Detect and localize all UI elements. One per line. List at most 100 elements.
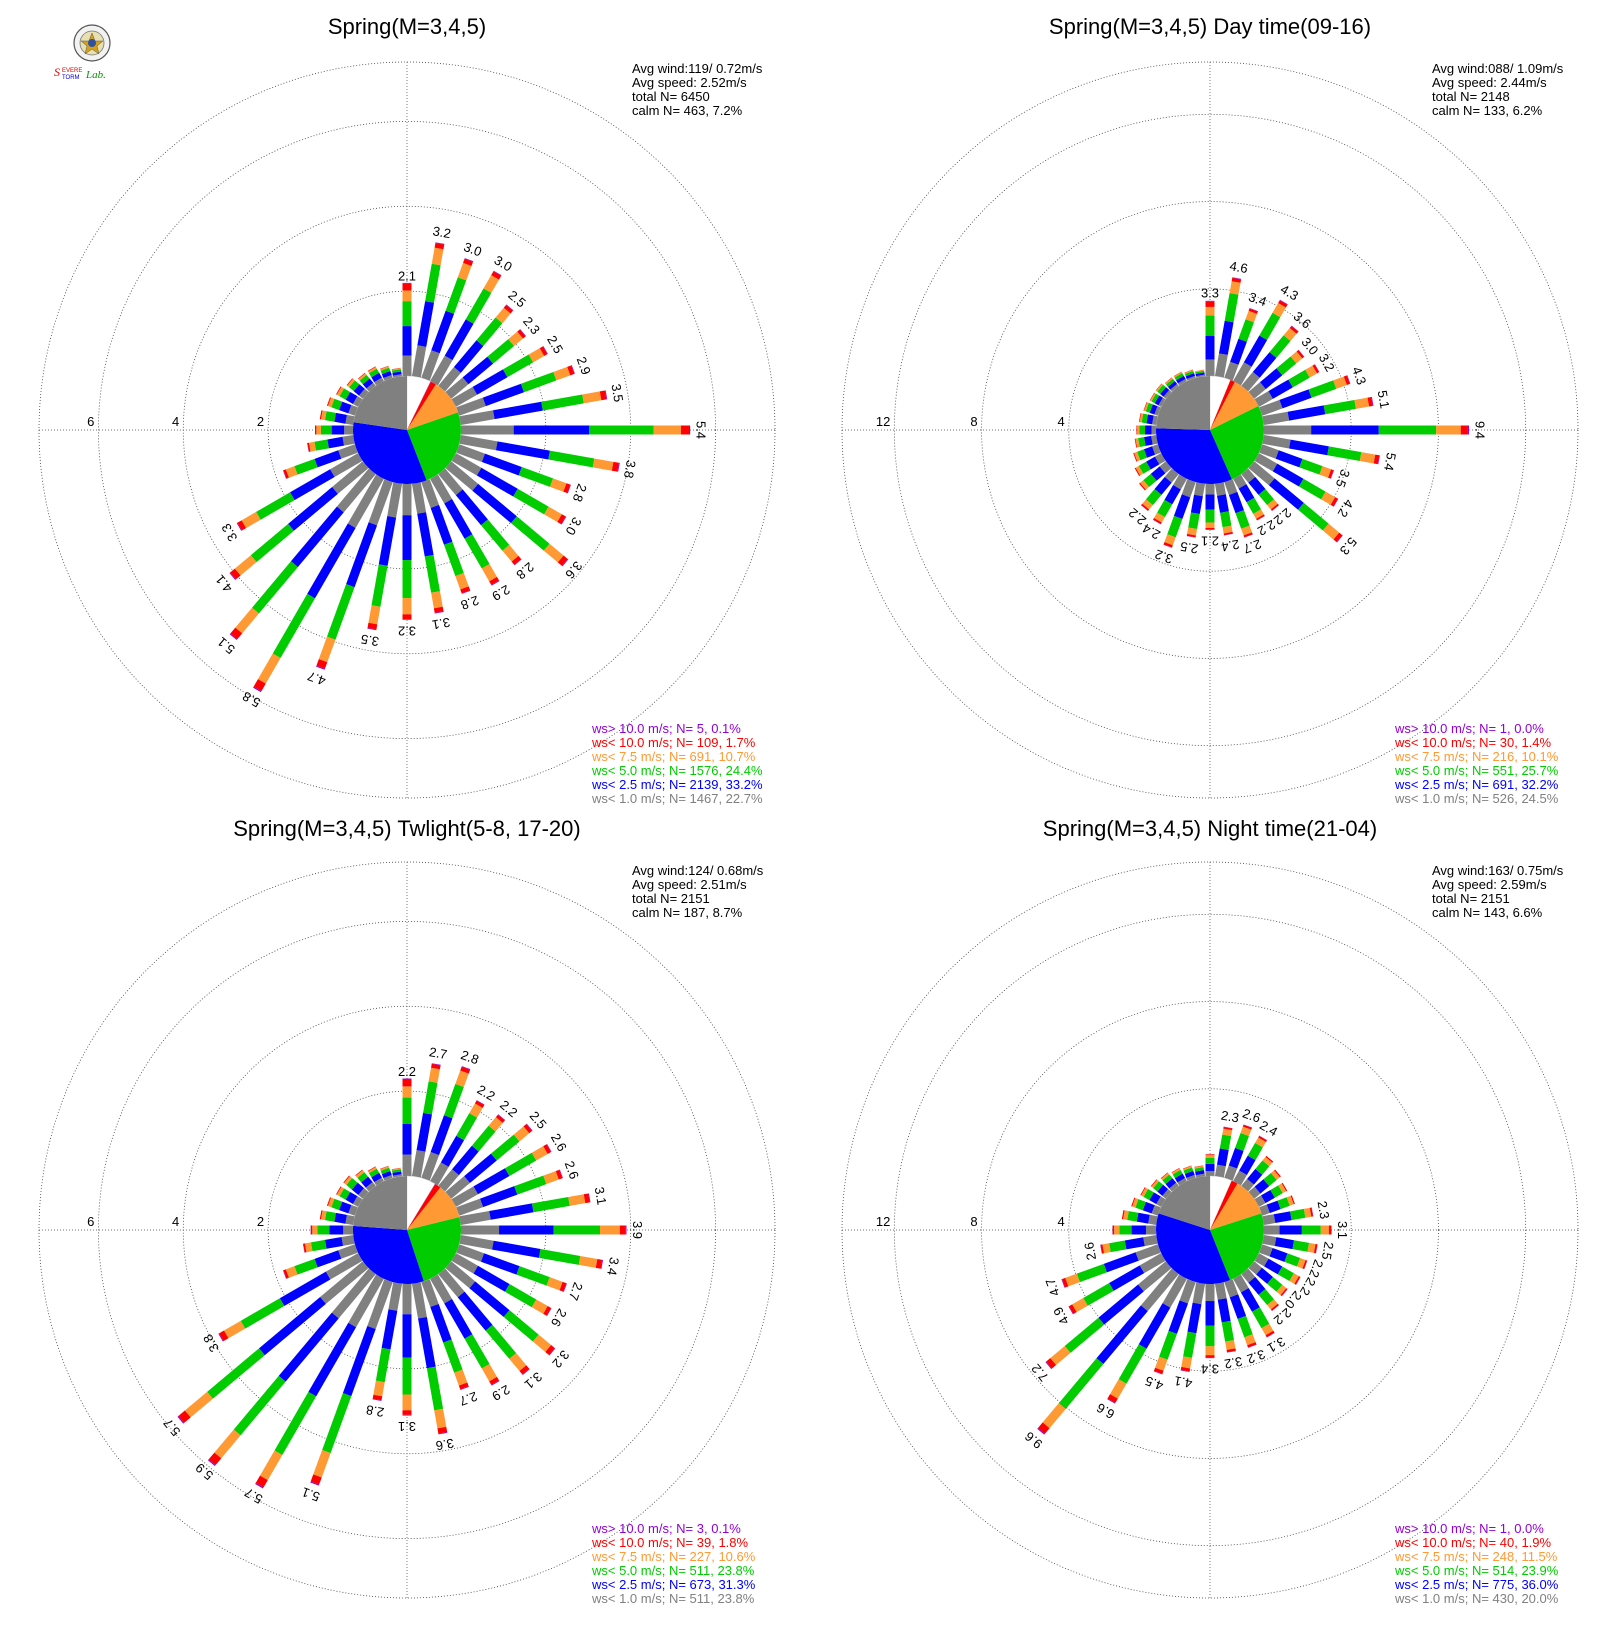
bar-label: 3.3 (218, 521, 240, 544)
bar-segment-ws_lt5 (1183, 1331, 1197, 1358)
stats-line: Avg speed: 2.44m/s (1432, 75, 1547, 90)
bar-segment-ws_lt7_5 (1261, 1323, 1274, 1336)
bar-segment-ws_lt5 (1220, 511, 1232, 528)
bar-segment-ws_lt1 (1181, 479, 1196, 498)
bar-label: 2.3 (1220, 1108, 1240, 1126)
bar-segment-ws_lt5 (1255, 1160, 1270, 1175)
bar-segment-ws_lt2_5 (1264, 1258, 1283, 1275)
bar-label: 2.9 (489, 1382, 512, 1404)
bar-segment-ws_gt10 (1315, 1244, 1318, 1254)
direction-bar (1037, 1268, 1179, 1435)
pie-slice (352, 1225, 424, 1284)
bar-segment-ws_lt1 (1248, 1261, 1262, 1275)
bar-label: 3.5 (360, 631, 380, 649)
bar-segment-ws_lt2_5 (462, 356, 494, 385)
direction-bar (1155, 383, 1172, 399)
direction-bar (1138, 413, 1158, 426)
bar-segment-ws_lt7_5 (1141, 1187, 1149, 1197)
bar-segment-ws_lt1 (1177, 378, 1187, 386)
direction-bar (1134, 434, 1158, 448)
direction-bar (316, 479, 393, 670)
bar-segment-ws_lt10 (458, 1382, 469, 1390)
bar-segment-ws_lt1 (1248, 382, 1266, 399)
bar-segment-ws_lt1 (1224, 479, 1238, 496)
bar-segment-ws_lt10 (310, 1474, 322, 1485)
direction-bar (438, 1114, 506, 1192)
direction-bar (319, 1210, 355, 1226)
bar-segment-ws_lt10 (315, 425, 317, 435)
bar-segment-ws_lt7_5 (1187, 527, 1198, 536)
ring-label: 6 (87, 1214, 94, 1229)
bar-segment-ws_lt10 (1313, 1244, 1318, 1254)
legend-item: ws> 10.0 m/s; N= 3, 0.1% (591, 1521, 741, 1536)
bar-segment-ws_lt2_5 (1228, 1147, 1244, 1169)
pie-slice (1209, 1175, 1233, 1231)
direction-bar (218, 1253, 363, 1342)
bar-segment-ws_lt7_5 (532, 1334, 552, 1352)
bar-segment-ws_lt7_5 (469, 1103, 483, 1118)
bar-segment-ws_lt7_5 (578, 1255, 598, 1268)
direction-bar (310, 1225, 353, 1235)
bar-segment-ws_lt1 (1205, 484, 1215, 495)
bar-label: 2.6 (562, 1159, 582, 1181)
bar-segment-ws_gt10 (1243, 1124, 1253, 1128)
bar-segment-ws_lt2_5 (1187, 1302, 1202, 1334)
bar-segment-ws_lt7_5 (488, 1117, 503, 1132)
direction-bar (430, 1274, 500, 1386)
bar-segment-ws_lt1 (1159, 461, 1172, 474)
direction-bar (1224, 479, 1253, 538)
bar-segment-ws_lt7_5 (1286, 1195, 1294, 1206)
bar-segment-ws_lt5 (327, 584, 355, 640)
bar-segment-ws_lt7_5 (380, 1166, 390, 1171)
legend-item: ws< 10.0 m/s; N= 40, 1.9% (1394, 1535, 1552, 1550)
bar-segment-ws_gt10 (546, 1307, 552, 1317)
direction-bar (1254, 364, 1320, 407)
direction-bar (1233, 1135, 1268, 1186)
direction-bar (1248, 461, 1343, 543)
bar-segment-ws_lt5 (1263, 1173, 1277, 1187)
bar-segment-ws_lt2_5 (345, 1191, 358, 1204)
bar-segment-ws_lt1 (359, 388, 369, 399)
bar-segment-ws_gt10 (688, 425, 691, 435)
direction-bar (438, 468, 522, 566)
bar-segment-ws_lt7_5 (1134, 451, 1141, 462)
bar-segment-ws_lt10 (1195, 369, 1204, 372)
bar-label: 2.1 (1201, 533, 1219, 548)
bar-segment-ws_lt10 (434, 242, 445, 250)
bar-segment-ws_lt1 (1139, 1253, 1166, 1274)
bar-segment-ws_lt1 (460, 1225, 500, 1235)
bar-segment-ws_lt2_5 (1268, 379, 1293, 399)
bar-segment-ws_lt1 (1254, 391, 1273, 407)
bar-segment-ws_lt2_5 (418, 1316, 436, 1369)
legend-item: ws< 1.0 m/s; N= 526, 24.5% (1394, 791, 1559, 806)
bar-segment-ws_gt10 (493, 270, 502, 276)
bar-segment-ws_lt1 (1162, 1274, 1187, 1308)
bar-segment-ws_gt10 (1266, 1332, 1275, 1338)
bar-segment-ws_lt10 (1302, 1259, 1308, 1270)
bar-segment-ws_lt7_5 (1164, 534, 1176, 546)
bar-segment-ws_lt1 (445, 461, 479, 491)
bar-segment-ws_lt2_5 (1164, 484, 1181, 505)
bar-segment-ws_lt1 (1186, 1174, 1196, 1181)
bar-segment-ws_lt7_5 (431, 591, 443, 609)
direction-bar (1136, 425, 1157, 435)
bar-segment-ws_lt5 (1277, 1266, 1294, 1282)
bar-segment-ws_lt2_5 (1195, 372, 1205, 377)
bar-segment-ws_lt7_5 (1270, 1170, 1280, 1180)
bar-segment-ws_lt1 (1254, 1195, 1266, 1207)
bar-segment-ws_lt1 (456, 444, 485, 463)
bar-label: 2.7 (428, 1044, 448, 1062)
bar-segment-ws_gt10 (604, 390, 608, 400)
bar-segment-ws_gt10 (519, 329, 527, 337)
direction-bar (343, 1175, 369, 1199)
bar-segment-ws_lt5 (320, 425, 332, 435)
bar-segment-ws_lt7_5 (344, 1176, 353, 1185)
bar-segment-ws_gt10 (491, 1380, 500, 1386)
bar-segment-ws_lt2_5 (464, 1153, 497, 1184)
pie-slice (407, 384, 459, 430)
direction-bar (1259, 375, 1351, 416)
bar-segment-ws_lt7_5 (1359, 452, 1376, 464)
bar-segment-ws_lt5 (1205, 315, 1215, 336)
bar-segment-ws_lt5 (1172, 1169, 1183, 1179)
bar-segment-ws_lt1 (1262, 411, 1290, 426)
